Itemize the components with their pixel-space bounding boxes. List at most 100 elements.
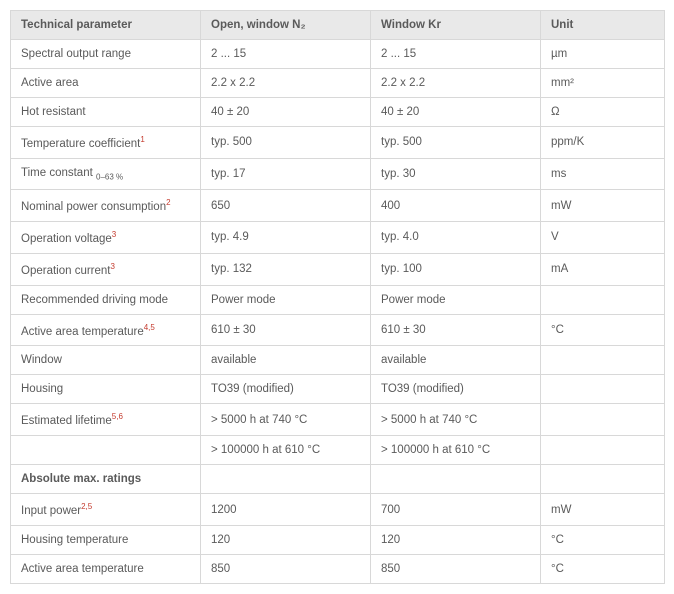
cell-unit xyxy=(541,346,665,375)
n2-value: 2.2 x 2.2 xyxy=(211,77,255,89)
cell-kr: typ. 100 xyxy=(371,253,541,285)
footnote-ref: 2,5 xyxy=(81,502,92,511)
cell-n2: 2.2 x 2.2 xyxy=(201,69,371,98)
n2-value: typ. 132 xyxy=(211,263,252,275)
kr-value: 610 ± 30 xyxy=(381,324,426,336)
unit-value: mm² xyxy=(551,77,574,89)
table-row: Operation voltage3typ. 4.9typ. 4.0V xyxy=(11,221,665,253)
n2-value: 120 xyxy=(211,534,230,546)
cell-unit: mW xyxy=(541,494,665,526)
kr-value: typ. 30 xyxy=(381,168,416,180)
n2-value: typ. 4.9 xyxy=(211,231,249,243)
kr-value: > 100000 h at 610 °C xyxy=(381,444,490,456)
table-row: Input power2,5 1200 700mW xyxy=(11,494,665,526)
param-text: Housing temperature xyxy=(21,534,128,546)
cell-kr: 700 xyxy=(371,494,541,526)
cell-unit: °C xyxy=(541,314,665,346)
n2-value: > 5000 h at 740 °C xyxy=(211,414,307,426)
unit-value: °C xyxy=(551,324,564,336)
cell-kr xyxy=(371,465,541,494)
param-text: Recommended driving mode xyxy=(21,294,168,306)
n2-value: 40 ± 20 xyxy=(211,106,249,118)
cell-param: Hot resistant xyxy=(11,98,201,127)
param-text: Input power xyxy=(21,505,81,517)
cell-n2 xyxy=(201,465,371,494)
cell-kr: 2.2 x 2.2 xyxy=(371,69,541,98)
n2-value: TO39 (modified) xyxy=(211,383,294,395)
spec-table: Technical parameter Open, window N₂ Wind… xyxy=(10,10,665,584)
cell-n2: 650 xyxy=(201,190,371,222)
unit-value: V xyxy=(551,231,559,243)
cell-unit: mW xyxy=(541,190,665,222)
col-header-kr: Window Kr xyxy=(371,11,541,40)
footnote-ref: 4,5 xyxy=(144,323,155,332)
cell-unit: Ω xyxy=(541,98,665,127)
param-text: Active area temperature xyxy=(21,325,144,337)
table-row: Recommended driving mode Power mode Power … xyxy=(11,285,665,314)
param-text: Absolute max. ratings xyxy=(21,473,141,485)
cell-param: Active area xyxy=(11,69,201,98)
table-row: Active area 2.2 x 2.2 2.2 x 2.2 mm² xyxy=(11,69,665,98)
cell-n2: > 5000 h at 740 °C xyxy=(201,404,371,436)
cell-unit xyxy=(541,436,665,465)
cell-n2: TO39 (modified) xyxy=(201,375,371,404)
kr-value: 400 xyxy=(381,200,400,212)
cell-kr: Power mode xyxy=(371,285,541,314)
cell-kr: > 100000 h at 610 °C xyxy=(371,436,541,465)
cell-n2: typ. 17 xyxy=(201,158,371,189)
cell-kr: typ. 4.0 xyxy=(371,221,541,253)
cell-kr: 850 xyxy=(371,555,541,584)
cell-param: Operation current3 xyxy=(11,253,201,285)
cell-kr: > 5000 h at 740 °C xyxy=(371,404,541,436)
cell-unit: ms xyxy=(541,158,665,189)
cell-n2: 1200 xyxy=(201,494,371,526)
cell-param: Estimated lifetime5,6 xyxy=(11,404,201,436)
col-header-label: Technical parameter xyxy=(21,19,132,31)
table-body: Spectral output range2 ... 152 ... 15µmA… xyxy=(11,40,665,584)
table-row: Nominal power consumption2650400mW xyxy=(11,190,665,222)
param-text: Nominal power consumption xyxy=(21,201,166,213)
cell-unit xyxy=(541,404,665,436)
cell-kr: 120 xyxy=(371,526,541,555)
cell-n2: Power mode xyxy=(201,285,371,314)
table-row: Temperature coefficient1typ. 500typ. 500… xyxy=(11,127,665,159)
cell-n2: 610 ± 30 xyxy=(201,314,371,346)
table-row: Spectral output range2 ... 152 ... 15µm xyxy=(11,40,665,69)
table-row: Hot resistant40 ± 2040 ± 20Ω xyxy=(11,98,665,127)
cell-unit: ppm/K xyxy=(541,127,665,159)
table-row: > 100000 h at 610 °C > 100000 h at 610 °C xyxy=(11,436,665,465)
col-header-label: Unit xyxy=(551,19,573,31)
cell-kr: 400 xyxy=(371,190,541,222)
table-row: Operation current3 typ. 132 typ. 100mA xyxy=(11,253,665,285)
n2-value: 1200 xyxy=(211,504,237,516)
cell-unit: °C xyxy=(541,555,665,584)
param-text: Active area temperature xyxy=(21,563,144,575)
param-text: Spectral output range xyxy=(21,48,131,60)
table-row: Absolute max. ratings xyxy=(11,465,665,494)
cell-unit: V xyxy=(541,221,665,253)
table-row: Windowavailableavailable xyxy=(11,346,665,375)
kr-value: typ. 4.0 xyxy=(381,231,419,243)
param-text: Time constant xyxy=(21,167,96,179)
footnote-ref: 1 xyxy=(140,135,144,144)
unit-value: ms xyxy=(551,168,566,180)
cell-n2: 120 xyxy=(201,526,371,555)
cell-param: Housing temperature xyxy=(11,526,201,555)
n2-value: typ. 500 xyxy=(211,136,252,148)
cell-n2: > 100000 h at 610 °C xyxy=(201,436,371,465)
unit-value: °C xyxy=(551,534,564,546)
n2-value: Power mode xyxy=(211,294,276,306)
cell-unit: mA xyxy=(541,253,665,285)
cell-param: Spectral output range xyxy=(11,40,201,69)
kr-value: TO39 (modified) xyxy=(381,383,464,395)
cell-unit: µm xyxy=(541,40,665,69)
cell-kr: available xyxy=(371,346,541,375)
cell-kr: 610 ± 30 xyxy=(371,314,541,346)
param-text: Estimated lifetime xyxy=(21,415,112,427)
cell-unit: mm² xyxy=(541,69,665,98)
cell-param: Time constant 0–63 % xyxy=(11,158,201,189)
col-header-unit: Unit xyxy=(541,11,665,40)
subscript: 0–63 % xyxy=(96,172,123,181)
n2-value: 2 ... 15 xyxy=(211,48,246,60)
param-text: Active area xyxy=(21,77,79,89)
